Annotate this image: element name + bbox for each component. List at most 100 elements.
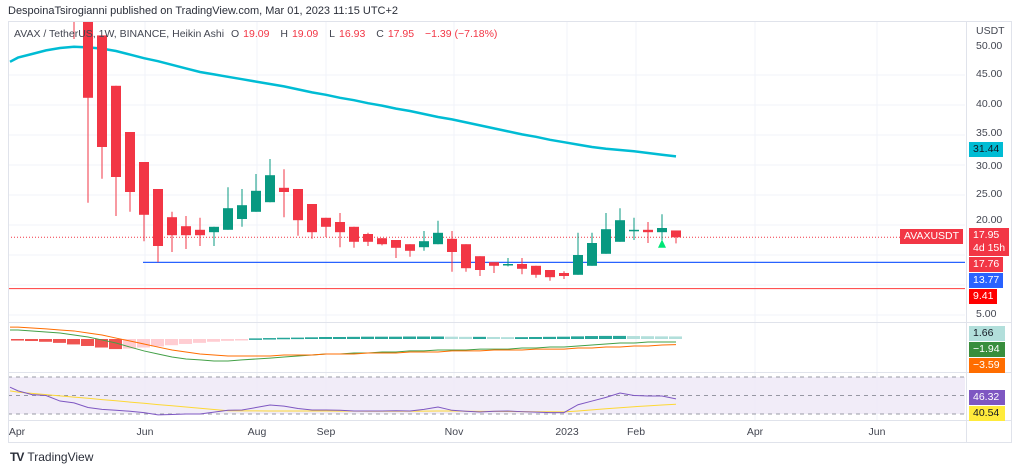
time-label: Nov	[444, 426, 464, 438]
candle-body	[349, 226, 359, 242]
macd-histogram-bar	[319, 336, 332, 339]
candle-body	[671, 230, 681, 238]
macd-histogram-bar	[501, 337, 514, 339]
macd-histogram-bar	[375, 336, 388, 339]
macd-line-tag: −1.94	[969, 342, 1005, 357]
macd-histogram-bar	[669, 336, 682, 339]
macd-histogram-bar	[221, 339, 234, 341]
time-label: Apr	[746, 426, 764, 438]
candle-body	[223, 208, 233, 230]
candle-body	[475, 256, 485, 270]
macd-histogram-bar	[473, 336, 486, 339]
macd-histogram-bar	[25, 339, 38, 342]
rsi-band	[8, 377, 965, 414]
rsi-tag: 46.32	[969, 390, 1005, 405]
price-series	[8, 22, 965, 290]
macd-histogram-bar	[543, 336, 556, 339]
price-tick: 30.00	[976, 160, 1003, 172]
ohlc-high: H 19.09	[280, 28, 322, 40]
symbol-legend: AVAX / TetherUS, 1W, BINANCE, Heikin Ash…	[14, 28, 501, 40]
price-tick: 20.00	[976, 214, 1003, 226]
candle	[489, 262, 499, 273]
rsi-ma-line	[9, 390, 677, 413]
candle	[657, 214, 667, 240]
candle	[629, 217, 639, 240]
currency-label: USDT	[976, 25, 1005, 37]
candle-body	[279, 187, 289, 192]
brand-name[interactable]: TradingView	[27, 450, 94, 464]
candle-body	[209, 226, 219, 233]
macd-histogram-bar	[263, 338, 276, 340]
publisher-line: DespoinaTsirogianni published on Trading…	[8, 5, 399, 17]
candle	[181, 216, 191, 249]
candle-body	[601, 229, 611, 254]
candle-body	[461, 244, 471, 269]
price-tick: 25.00	[976, 188, 1003, 200]
price-tick: 5.00	[976, 308, 997, 320]
macd-histogram-tag: 1.66	[969, 326, 1005, 341]
candle	[531, 265, 541, 278]
candle-body	[573, 255, 583, 275]
macd-histogram-bar	[529, 336, 542, 339]
candle	[405, 244, 415, 257]
candle	[363, 232, 373, 246]
time-label: Feb	[626, 426, 646, 438]
candle	[111, 85, 121, 216]
close-value: 17.95	[387, 28, 415, 40]
chart-border	[8, 21, 1012, 443]
candle-body	[629, 229, 639, 232]
macd-histogram-bar	[11, 339, 24, 341]
candle	[97, 35, 107, 179]
candle-body	[405, 244, 415, 251]
candle-body	[335, 222, 345, 233]
candle-body	[377, 238, 387, 245]
time-label: Sep	[316, 426, 336, 438]
macd-signal-tag: −3.59	[969, 358, 1005, 373]
candle-body	[503, 264, 513, 266]
candle	[615, 208, 625, 242]
macd-histogram-bar	[403, 336, 416, 339]
candle	[419, 231, 429, 251]
macd-histogram-bar	[235, 339, 248, 341]
candle-body	[615, 220, 625, 242]
candle-body	[237, 205, 247, 219]
candle-body	[531, 265, 541, 275]
macd-histogram-bar	[585, 336, 598, 339]
symbol-title[interactable]: AVAX / TetherUS, 1W, BINANCE, Heikin Ash…	[14, 28, 225, 40]
macd-histogram-bar	[249, 338, 262, 340]
candle	[559, 271, 569, 279]
footer: TV TradingView	[10, 450, 93, 464]
macd-histogram-bar	[95, 339, 108, 348]
pane-frame	[8, 21, 1012, 443]
candle-body	[125, 132, 135, 192]
macd-histogram-bar	[557, 336, 570, 339]
macd-histogram-bar	[487, 336, 500, 339]
candle-body	[181, 226, 191, 236]
candle-body	[363, 234, 373, 242]
candle-body	[587, 243, 597, 266]
candle-body	[307, 204, 317, 233]
candle	[475, 256, 485, 276]
candle	[125, 132, 135, 212]
macd-histogram-bar	[333, 336, 346, 339]
candle	[321, 217, 331, 237]
candle	[461, 244, 471, 272]
candle	[349, 226, 359, 248]
candle-body	[167, 217, 177, 236]
candle	[279, 169, 289, 218]
candle-body	[657, 228, 667, 233]
macd-histogram-bar	[305, 337, 318, 339]
ohlc-low: L 16.93	[329, 28, 369, 40]
macd-histogram-bar	[613, 335, 626, 339]
candle-body	[195, 229, 205, 236]
rsi-pane	[8, 376, 965, 416]
macd-histogram-bar	[361, 336, 374, 339]
candle	[139, 162, 149, 242]
macd-histogram-bar	[347, 336, 360, 339]
price-tick: 35.00	[976, 127, 1003, 139]
candle	[573, 232, 583, 275]
macd-histogram-bar	[39, 339, 52, 342]
candle-body	[433, 232, 443, 245]
ohlc-close: C 17.95	[376, 28, 418, 40]
